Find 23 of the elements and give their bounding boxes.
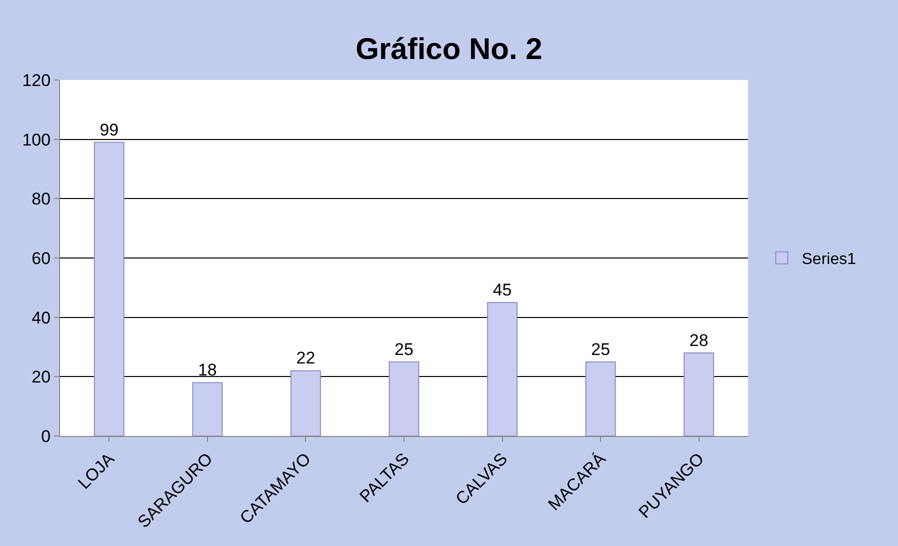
y-tick-label: 20 <box>32 368 51 387</box>
data-label: 18 <box>198 360 217 380</box>
chart-title: Gráfico No. 2 <box>356 33 542 66</box>
data-label: 99 <box>100 120 119 140</box>
data-label: 25 <box>591 340 610 359</box>
bar <box>192 382 223 436</box>
y-tick-label: 100 <box>22 130 51 150</box>
bar <box>684 352 714 436</box>
data-label: 45 <box>492 280 512 300</box>
bar <box>290 370 321 436</box>
bar <box>388 361 420 436</box>
data-label: 25 <box>394 340 414 359</box>
bar <box>487 302 518 436</box>
y-tick-label: 120 <box>22 70 51 90</box>
legend-label: Series1 <box>802 251 856 268</box>
y-tick-label: 80 <box>32 190 51 209</box>
bar <box>585 361 616 436</box>
y-tick-label: 0 <box>41 426 51 446</box>
y-tick-label: 40 <box>32 308 51 328</box>
y-tick-label: 60 <box>32 248 51 268</box>
bar <box>94 142 124 436</box>
data-label: 22 <box>296 348 316 368</box>
data-label: 28 <box>689 330 708 350</box>
